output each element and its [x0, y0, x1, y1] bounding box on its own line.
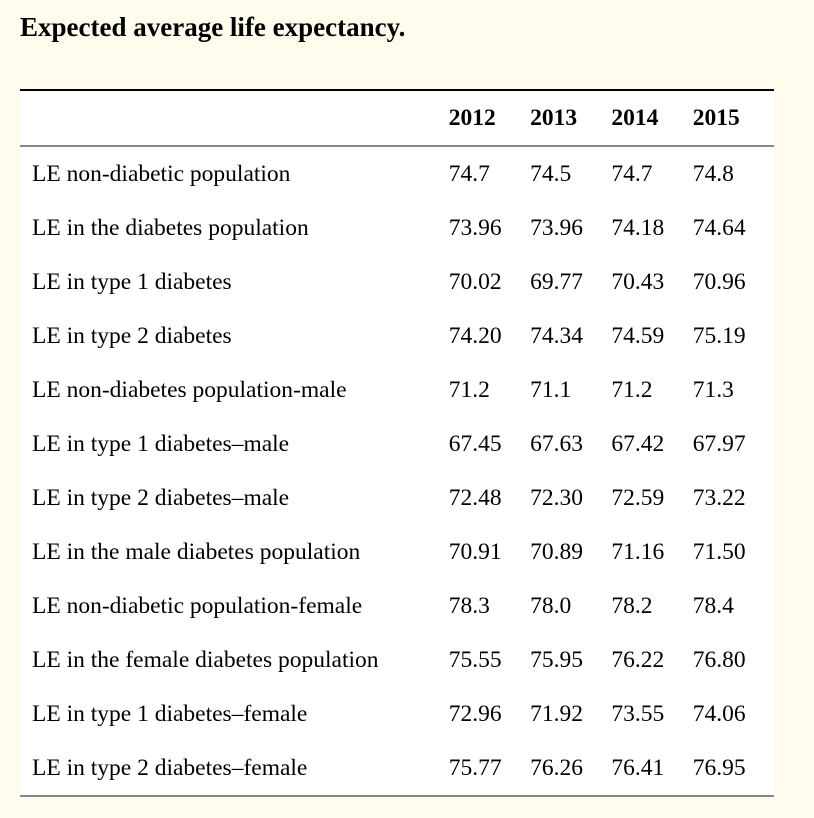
cell-2014: 74.59: [611, 322, 665, 349]
row-label: LE in type 2 diabetes–female: [32, 754, 308, 781]
header-2015: 2015: [692, 104, 740, 131]
row-label: LE in the female diabetes population: [32, 646, 379, 673]
cell-2014: 76.22: [611, 646, 665, 673]
table-row: LE in type 2 diabetes 74.20 74.34 74.59 75.1…: [20, 309, 774, 363]
row-label: LE non-diabetic population-female: [32, 592, 363, 619]
cell-2015: 78.4: [692, 592, 734, 619]
cell-2013: 71.92: [530, 700, 583, 727]
cell-2015: 75.19: [692, 322, 746, 349]
cell-2014: 78.2: [611, 592, 653, 619]
cell-2013: 69.77: [530, 268, 583, 295]
table-row: LE non-diabetes population-male 71.2 71.1 7…: [20, 363, 774, 417]
cell-2013: 75.95: [530, 646, 583, 673]
header-empty: [20, 90, 449, 146]
header-2012: 2012: [448, 104, 496, 131]
table-row: LE in the diabetes population 73.96 73.96 7…: [20, 201, 774, 255]
row-label: LE in type 1 diabetes: [32, 268, 232, 295]
cell-2012: 74.20: [448, 322, 502, 349]
cell-2014: 71.2: [611, 376, 653, 403]
table-row: LE in type 2 diabetes–female 75.77 76.26 76…: [20, 741, 774, 796]
row-label: LE non-diabetes population-male: [32, 376, 347, 403]
cell-2015: 74.64: [692, 214, 746, 241]
table-row: LE in type 1 diabetes–female 72.96 71.92 73…: [20, 687, 774, 741]
table-row: LE non-diabetic population-female 78.3 78.…: [20, 579, 774, 633]
row-label: LE in type 2 diabetes: [32, 322, 232, 349]
row-label: LE in the male diabetes population: [32, 538, 361, 565]
cell-2015: 74.06: [692, 700, 746, 727]
header-2013: 2013: [530, 104, 578, 131]
cell-2013: 70.89: [530, 538, 583, 565]
cell-2015: 70.96: [692, 268, 746, 295]
cell-2015: 76.95: [692, 754, 746, 781]
cell-2012: 70.02: [448, 268, 502, 295]
cell-2015: 76.80: [692, 646, 746, 673]
cell-2012: 75.55: [448, 646, 502, 673]
row-label: LE in type 2 diabetes–male: [32, 484, 290, 511]
cell-2013: 76.26: [530, 754, 583, 781]
row-label: LE in type 1 diabetes–female: [32, 700, 308, 727]
row-label: LE in type 1 diabetes–male: [32, 430, 290, 457]
cell-2014: 73.55: [611, 700, 665, 727]
cell-2014: 74.18: [611, 214, 665, 241]
cell-2013: 73.96: [530, 214, 583, 241]
cell-2013: 67.63: [530, 430, 583, 457]
cell-2012: 74.7: [448, 160, 490, 187]
cell-2012: 72.48: [448, 484, 502, 511]
cell-2014: 72.59: [611, 484, 665, 511]
cell-2012: 78.3: [448, 592, 490, 619]
header-row: 2012 2013 2014 2015: [20, 90, 774, 146]
cell-2015: 74.8: [692, 160, 734, 187]
cell-2012: 71.2: [448, 376, 490, 403]
cell-2012: 70.91: [448, 538, 502, 565]
table-row: LE in the male diabetes population 70.91 7…: [20, 525, 774, 579]
table-row: LE in type 1 diabetes 70.02 69.77 70.43 70.9…: [20, 255, 774, 309]
cell-2014: 76.41: [611, 754, 665, 781]
cell-2015: 67.97: [692, 430, 746, 457]
cell-2015: 71.50: [692, 538, 746, 565]
cell-2014: 71.16: [611, 538, 665, 565]
cell-2012: 72.96: [448, 700, 502, 727]
table-title: Expected average life expectancy.: [20, 12, 406, 42]
cell-2014: 74.7: [611, 160, 653, 187]
life-expectancy-table: 2012 2013 2014 2015 LE non-diabetic popu…: [20, 89, 774, 797]
cell-2015: 73.22: [692, 484, 746, 511]
cell-2012: 73.96: [448, 214, 502, 241]
cell-2012: 75.77: [448, 754, 502, 781]
cell-2013: 78.0: [530, 592, 572, 619]
row-label: LE non-diabetic population: [32, 160, 291, 187]
cell-2013: 71.1: [530, 376, 572, 403]
table-row: LE in type 2 diabetes–male 72.48 72.30 72.5…: [20, 471, 774, 525]
cell-2013: 72.30: [530, 484, 583, 511]
cell-2013: 74.5: [530, 160, 572, 187]
cell-2015: 71.3: [692, 376, 734, 403]
cell-2014: 67.42: [611, 430, 665, 457]
cell-2012: 67.45: [448, 430, 502, 457]
table-row: LE non-diabetic population 74.7 74.5 74.7 74…: [20, 146, 774, 201]
cell-2013: 74.34: [530, 322, 583, 349]
cell-2014: 70.43: [611, 268, 665, 295]
table-row: LE in the female diabetes population 75.5…: [20, 633, 774, 687]
header-2014: 2014: [611, 104, 659, 131]
row-label: LE in the diabetes population: [32, 214, 309, 241]
table-row: LE in type 1 diabetes–male 67.45 67.63 67.4…: [20, 417, 774, 471]
